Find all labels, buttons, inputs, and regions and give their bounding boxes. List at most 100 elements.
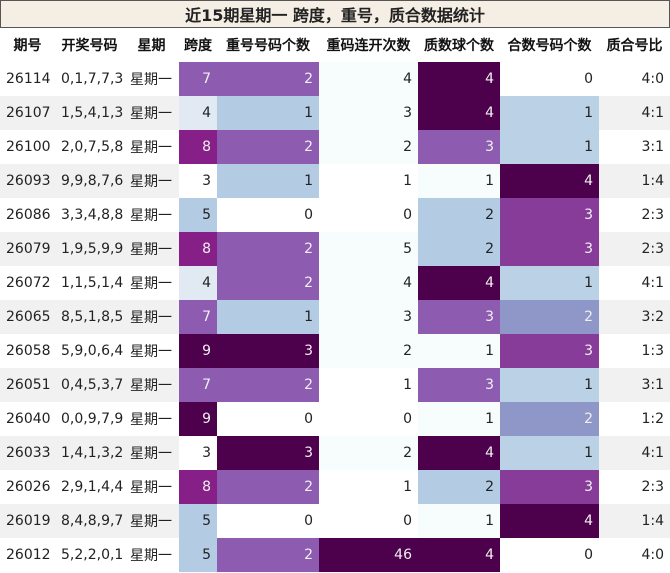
composite-count-cell: 0 [500, 62, 599, 96]
draw-numbers-cell: 1,5,4,1,3 [55, 96, 124, 130]
draw-numbers-cell: 5,2,2,0,1 [61, 547, 124, 563]
ratio-cell: 1:2 [641, 411, 664, 427]
weekday-cell: 星期一 [130, 480, 172, 496]
composite-count-cell: 3 [500, 334, 599, 368]
issue-cell: 26019 [0, 504, 55, 538]
span-cell: 9 [179, 402, 217, 436]
header-draw-numbers: 开奖号码 [55, 28, 124, 62]
repeat-streak-cell: 0 [319, 402, 418, 436]
span-cell: 4 [179, 266, 217, 300]
prime-count-cell: 4 [418, 96, 500, 130]
composite-count-cell: 2 [500, 300, 599, 334]
span-cell: 7 [179, 300, 217, 334]
table-row: 26100 2,0,7,5,8 星期一 8 2 2 3 1 3:1 [0, 130, 670, 164]
composite-count-cell: 2 [500, 402, 599, 436]
ratio-cell: 3:1 [599, 368, 670, 402]
weekday-cell: 星期一 [130, 72, 172, 88]
repeat-streak-cell: 4 [319, 62, 418, 96]
stats-table: 期号 开奖号码 星期 跨度 重号号码个数 重码连开次数 质数球个数 合数号码个数… [0, 28, 670, 572]
repeat-count-cell: 2 [217, 130, 319, 164]
prime-count-cell: 4 [418, 62, 500, 96]
header-repeat-count: 重号号码个数 [217, 28, 319, 62]
table-row: 26072 1,1,5,1,4 星期一 4 2 4 4 1 4:1 [0, 266, 670, 300]
span-cell: 7 [179, 368, 217, 402]
table-row: 26107 1,5,4,1,3 星期一 4 1 3 4 1 4:1 [0, 96, 670, 130]
composite-count-cell: 3 [500, 232, 599, 266]
ratio-cell: 4:1 [641, 275, 664, 291]
weekday-cell: 星期一 [130, 208, 172, 224]
table-row: 26019 8,4,8,9,7 星期一 5 0 0 1 4 1:4 [0, 504, 670, 538]
repeat-streak-cell: 46 [319, 538, 418, 572]
composite-count-cell: 4 [500, 504, 599, 538]
ratio-cell: 1:4 [599, 504, 670, 538]
issue-cell: 26040 [6, 411, 51, 427]
weekday-cell: 星期一 [124, 504, 179, 538]
issue-cell: 26079 [0, 232, 55, 266]
span-cell: 4 [179, 96, 217, 130]
issue-cell: 26012 [6, 547, 51, 563]
ratio-cell: 4:1 [599, 96, 670, 130]
header-row: 期号 开奖号码 星期 跨度 重号号码个数 重码连开次数 质数球个数 合数号码个数… [0, 28, 670, 62]
draw-numbers-cell: 0,0,9,7,9 [61, 411, 124, 427]
issue-cell: 26065 [0, 300, 55, 334]
table-row: 26040 0,0,9,7,9 星期一 9 0 0 1 2 1:2 [0, 402, 670, 436]
repeat-count-cell: 2 [217, 538, 319, 572]
span-cell: 8 [179, 130, 217, 164]
repeat-count-cell: 2 [217, 62, 319, 96]
header-issue: 期号 [0, 28, 55, 62]
issue-cell: 26100 [6, 139, 51, 155]
repeat-count-cell: 1 [217, 300, 319, 334]
weekday-cell: 星期一 [124, 232, 179, 266]
composite-count-cell: 4 [500, 164, 599, 198]
header-span: 跨度 [179, 28, 217, 62]
draw-numbers-cell: 0,4,5,3,7 [55, 368, 124, 402]
draw-numbers-cell: 5,9,0,6,4 [61, 343, 124, 359]
prime-count-cell: 1 [418, 164, 500, 198]
weekday-cell: 星期一 [130, 412, 172, 428]
repeat-count-cell: 0 [217, 504, 319, 538]
repeat-streak-cell: 1 [319, 164, 418, 198]
repeat-count-cell: 2 [217, 470, 319, 504]
draw-numbers-cell: 1,4,1,3,2 [55, 436, 124, 470]
prime-count-cell: 3 [418, 130, 500, 164]
table-row: 26051 0,4,5,3,7 星期一 7 2 1 3 1 3:1 [0, 368, 670, 402]
ratio-cell: 4:1 [599, 436, 670, 470]
issue-cell: 26114 [6, 71, 51, 87]
repeat-streak-cell: 1 [319, 368, 418, 402]
span-cell: 5 [179, 198, 217, 232]
header-prime-composite-ratio: 质合号比 [599, 28, 670, 62]
weekday-cell: 星期一 [130, 344, 172, 360]
issue-cell: 26051 [0, 368, 55, 402]
ratio-cell: 3:1 [641, 139, 664, 155]
prime-count-cell: 1 [418, 402, 500, 436]
table-row: 26058 5,9,0,6,4 星期一 9 3 2 1 3 1:3 [0, 334, 670, 368]
repeat-streak-cell: 2 [319, 436, 418, 470]
draw-numbers-cell: 8,5,1,8,5 [55, 300, 124, 334]
ratio-cell: 1:3 [641, 343, 664, 359]
ratio-cell: 4:0 [641, 547, 664, 563]
weekday-cell: 星期一 [124, 368, 179, 402]
repeat-count-cell: 2 [217, 368, 319, 402]
header-composite-count: 合数号码个数 [500, 28, 599, 62]
prime-count-cell: 2 [418, 232, 500, 266]
draw-numbers-cell: 1,9,5,9,9 [55, 232, 124, 266]
ratio-cell: 3:2 [599, 300, 670, 334]
prime-count-cell: 2 [418, 470, 500, 504]
repeat-streak-cell: 2 [319, 334, 418, 368]
prime-count-cell: 3 [418, 368, 500, 402]
draw-numbers-cell: 2,9,1,4,4 [61, 479, 124, 495]
repeat-streak-cell: 4 [319, 266, 418, 300]
composite-count-cell: 0 [500, 538, 599, 572]
table-title: 近15期星期一 跨度，重号，质合数据统计 [0, 0, 670, 28]
span-cell: 5 [179, 538, 217, 572]
span-cell: 3 [179, 436, 217, 470]
composite-count-cell: 1 [500, 266, 599, 300]
draw-numbers-cell: 0,1,7,7,3 [61, 71, 124, 87]
prime-count-cell: 2 [418, 198, 500, 232]
ratio-cell: 2:3 [599, 232, 670, 266]
repeat-streak-cell: 5 [319, 232, 418, 266]
prime-count-cell: 4 [418, 266, 500, 300]
repeat-streak-cell: 0 [319, 504, 418, 538]
repeat-count-cell: 3 [217, 436, 319, 470]
